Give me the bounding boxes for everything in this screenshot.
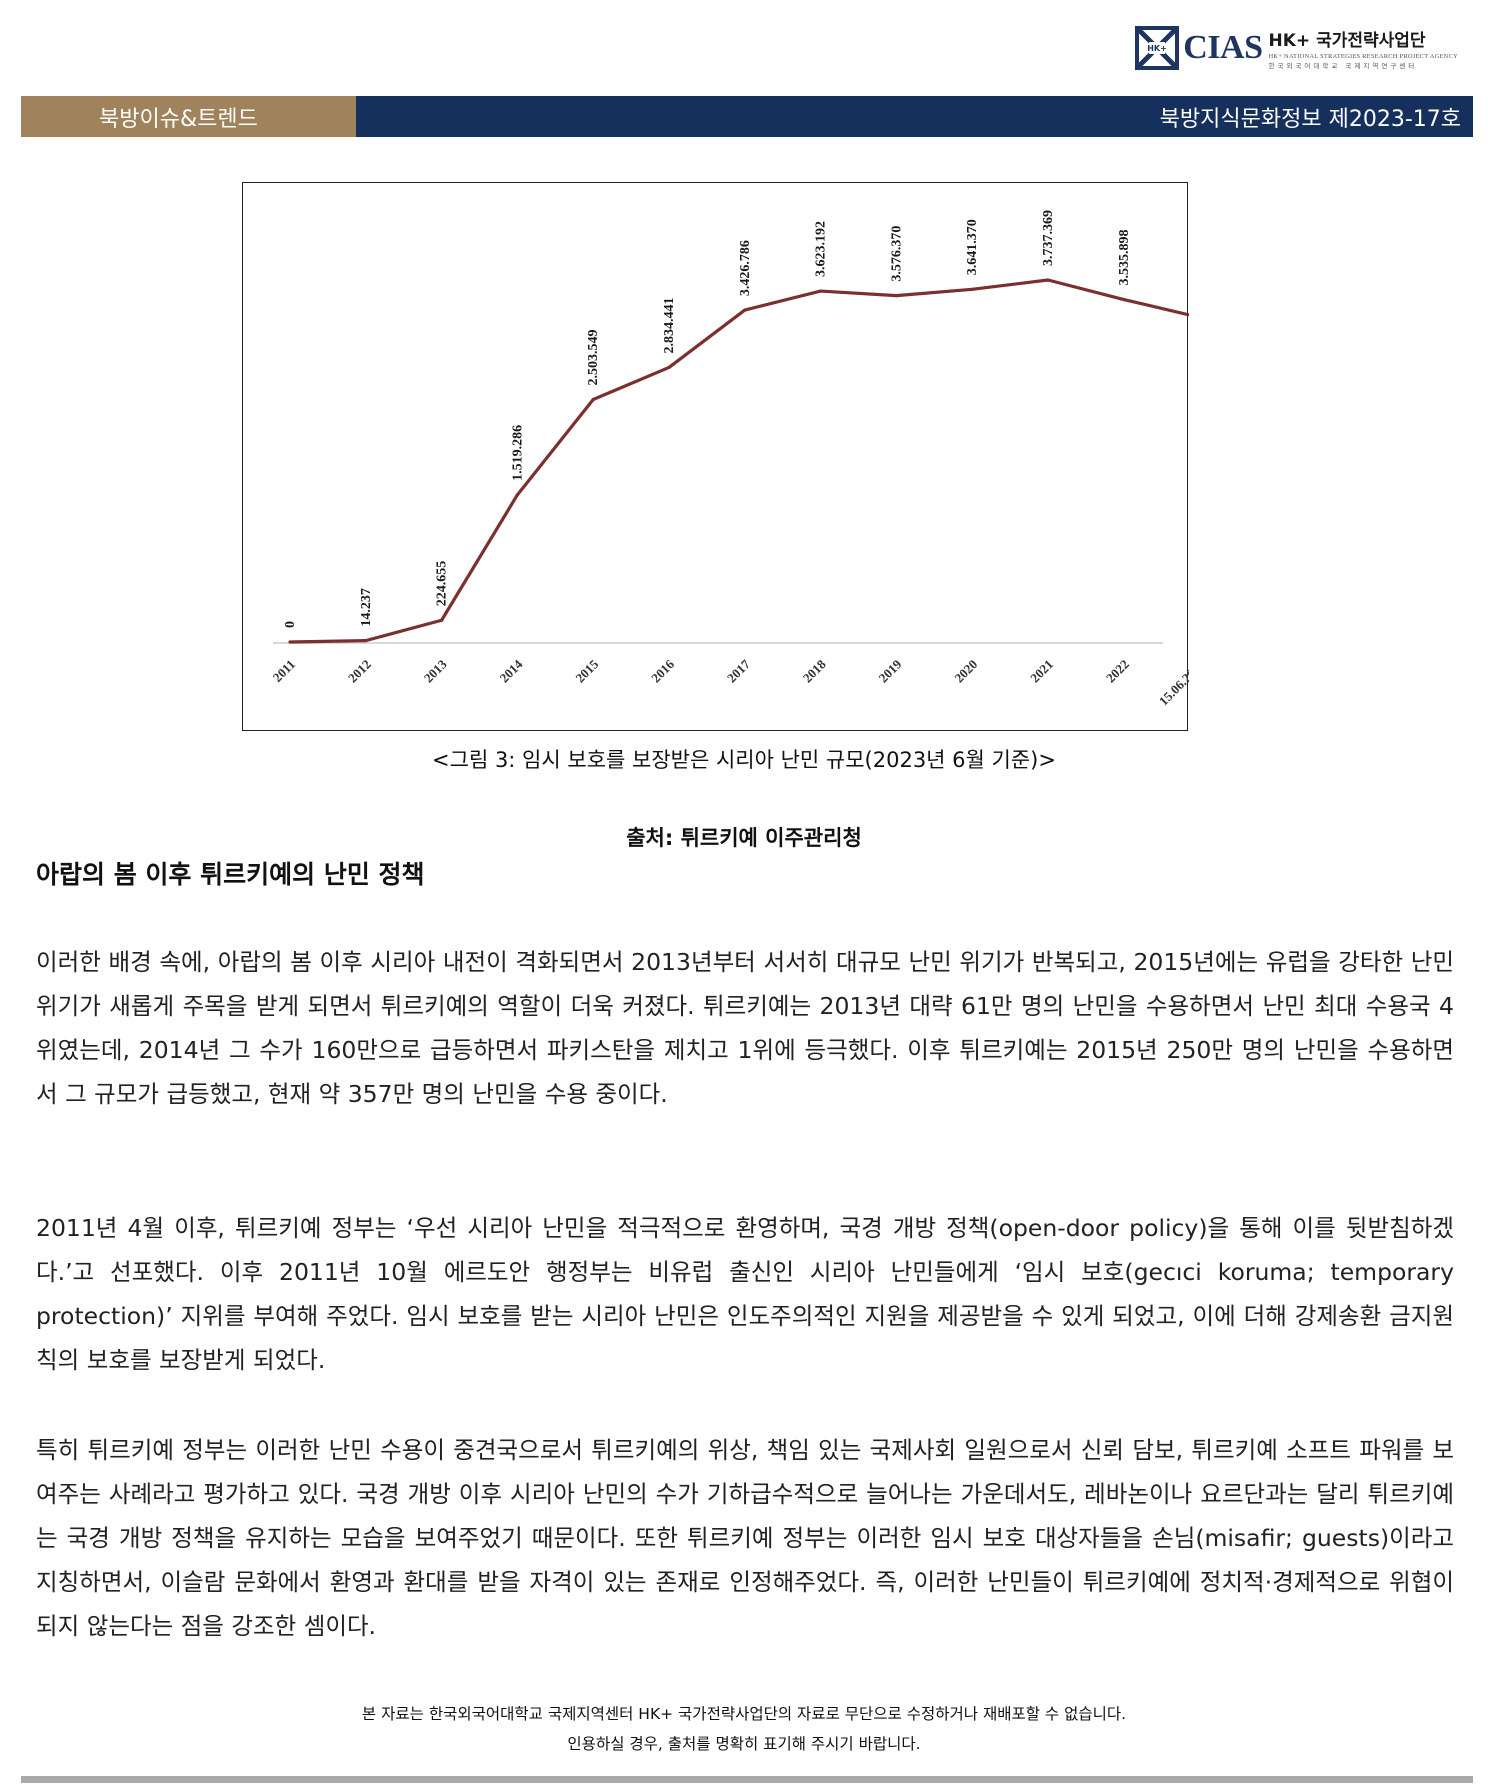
x-tick-label: 2022 — [1103, 657, 1132, 686]
data-label: 2.834.441 — [662, 297, 677, 353]
data-point — [591, 397, 595, 402]
data-label: 224.655 — [435, 561, 450, 607]
data-label: 3.576.370 — [889, 226, 904, 282]
data-point — [970, 287, 974, 291]
data-point — [743, 308, 747, 312]
x-tick-label: 2019 — [876, 656, 905, 685]
issue-label: 북방지식문화정보 제2023-17호 — [356, 96, 1473, 137]
data-label: 3.737.369 — [1041, 210, 1056, 266]
x-tick-label: 2014 — [497, 656, 526, 685]
data-point — [515, 493, 519, 497]
cias-emblem-icon: HK+ — [1135, 26, 1180, 70]
x-tick-label: 2017 — [724, 656, 753, 685]
data-label: 0 — [283, 621, 298, 628]
x-tick-label: 2012 — [345, 657, 374, 686]
org-subtitle-en: HK+ NATIONAL STRATEGIES RESEARCH PROJECT… — [1268, 53, 1458, 60]
data-label: 2.503.549 — [586, 330, 601, 386]
org-subtitle-kr: 한국외국어대학교 국제지역연구센터 — [1268, 62, 1418, 70]
data-point — [440, 618, 444, 622]
data-label: 3.623.192 — [814, 221, 829, 277]
article-heading: 아랍의 봄 이후 튀르키예의 난민 정책 — [36, 860, 425, 889]
figure-caption: <그림 3: 임시 보호를 보장받은 시리아 난민 규모(2023년 6월 기준… — [432, 748, 1056, 772]
data-point — [819, 289, 823, 293]
data-label: 3.535.898 — [1117, 230, 1132, 286]
x-tick-label: 2021 — [1027, 657, 1056, 686]
article-paragraph-2: 2011년 4월 이후, 튀르키예 정부는 ‘우선 시리아 난민을 적극적으로 … — [36, 1214, 1454, 1374]
x-tick-label: 15.06.2023 — [1156, 656, 1189, 708]
data-point — [667, 365, 671, 370]
cias-logo: HK+ CIAS HK+ 국가전략사업단 HK+ NATIONAL STRATE… — [1135, 26, 1458, 70]
footer-notice: 본 자료는 한국외국어대학교 국제지역센터 HK+ 국가전략사업단의 자료로 무… — [361, 1705, 1127, 1723]
org-name: HK+ 국가전략사업단 — [1268, 31, 1426, 51]
article-paragraph-3: 특히 튀르키예 정부는 이러한 난민 수용이 중견국으로서 튀르키예의 위상, … — [36, 1436, 1454, 1640]
series-line — [289, 278, 1189, 644]
data-point — [1122, 297, 1126, 302]
data-point — [894, 293, 899, 298]
data-point — [364, 639, 368, 643]
data-label: 3.426.786 — [738, 240, 753, 296]
data-label: 1.519.286 — [510, 425, 525, 481]
x-tick-label: 2015 — [572, 656, 601, 685]
footer-divider — [21, 1776, 1473, 1783]
x-tick-label: 2016 — [648, 656, 677, 685]
footer-citation: 인용하실 경우, 출처를 명확히 표기해 주시기 바랍니다. — [567, 1735, 921, 1753]
refugee-line-chart: 0 2011 14.237 2012 224.655 2013 1.519.286 2014 2… — [270, 210, 1189, 708]
data-label: 3.641.370 — [965, 219, 980, 275]
figure-source: 출처: 튀르키예 이주관리청 — [626, 826, 862, 850]
logo-badge: HK+ — [1147, 44, 1167, 53]
section-label: 북방이슈&트렌드 — [21, 96, 356, 137]
refugee-chart: 0 2011 14.237 2012 224.655 2013 1.519.286 2014 2… — [242, 182, 1189, 731]
data-point — [288, 640, 292, 644]
x-tick-label: 2018 — [800, 656, 829, 685]
data-point — [1046, 278, 1050, 282]
header-banner: 북방이슈&트렌드 북방지식문화정보 제2023-17호 — [21, 96, 1473, 137]
x-tick-label: 2020 — [951, 657, 980, 686]
x-tick-label: 2013 — [421, 656, 450, 685]
x-tick-label: 2011 — [270, 657, 298, 685]
logo-text: CIAS — [1183, 29, 1263, 66]
data-label: 14.237 — [359, 588, 374, 627]
article-paragraph-1: 이러한 배경 속에, 아랍의 봄 이후 시리아 내전이 격화되면서 2013년부… — [36, 948, 1454, 1108]
